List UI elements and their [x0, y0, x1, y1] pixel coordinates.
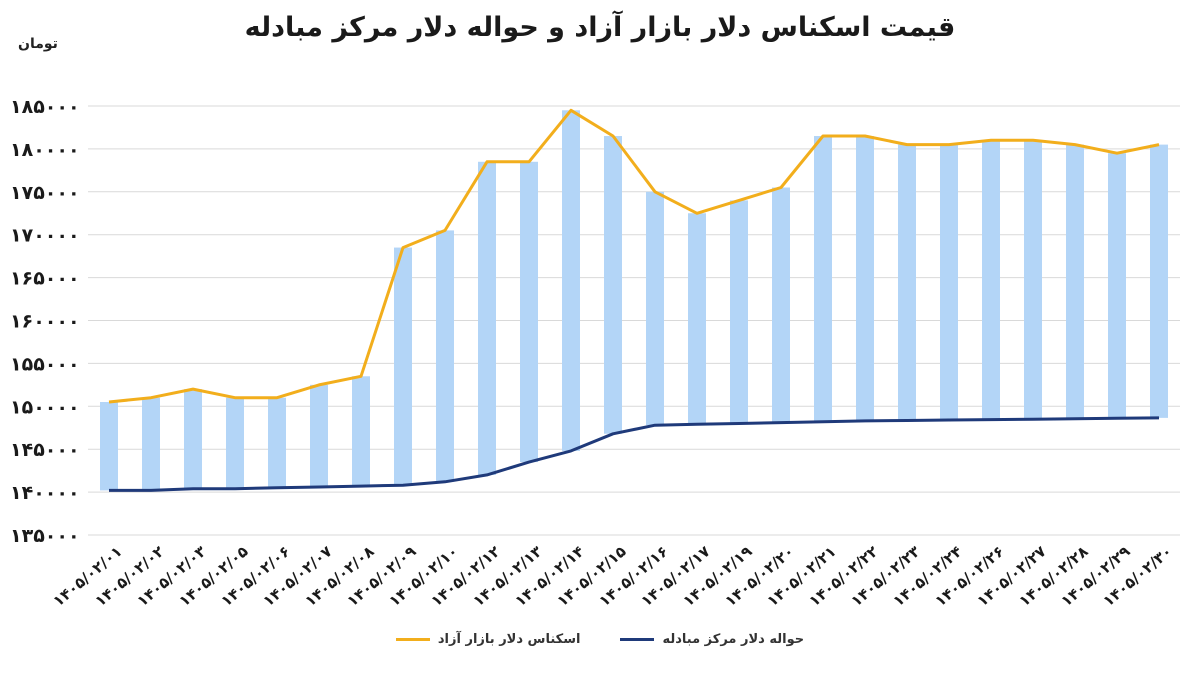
legend: اسکناس دلار بازار آزاد حواله دلار مرکز م… — [0, 632, 1200, 647]
bar — [646, 191, 664, 426]
y-tick-label: ۱۸۵۰۰۰ — [10, 96, 80, 118]
y-tick-label: ۱۶۵۰۰۰ — [10, 268, 80, 290]
y-tick-label: ۱۷۵۰۰۰ — [10, 182, 80, 204]
bar — [688, 213, 706, 425]
bar — [478, 161, 496, 475]
y-tick-label: ۱۷۰۰۰۰ — [10, 225, 80, 247]
bar — [604, 136, 622, 434]
bar — [100, 402, 118, 491]
bar — [184, 389, 202, 489]
y-tick-label: ۱۴۵۰۰۰ — [10, 439, 80, 461]
bar — [352, 376, 370, 487]
series-lines — [108, 108, 1160, 492]
bars — [100, 110, 1168, 491]
legend-item-exchange-center: حواله دلار مرکز مبادله — [620, 632, 804, 647]
series-line-free-market — [108, 108, 1160, 404]
legend-item-free-market: اسکناس دلار بازار آزاد — [395, 632, 581, 647]
bar — [562, 110, 580, 451]
bar — [814, 136, 832, 422]
y-tick-label: ۱۳۵۰۰۰ — [10, 525, 80, 547]
legend-swatch-exchange-center — [620, 638, 655, 641]
y-tick-label: ۱۶۰۰۰۰ — [10, 311, 80, 333]
y-tick-label: ۱۵۰۰۰۰ — [10, 396, 80, 418]
gridlines — [88, 105, 1180, 536]
y-tick-label: ۱۴۰۰۰۰ — [10, 482, 80, 504]
legend-label-free-market: اسکناس دلار بازار آزاد — [437, 632, 581, 647]
y-axis-ticks: ۱۳۵۰۰۰ ۱۴۰۰۰۰ ۱۴۵۰۰۰ ۱۵۰۰۰۰ ۱۵۵۰۰۰ ۱۶۰۰۰۰ ۱۶۵۰… — [10, 96, 80, 547]
bar — [394, 247, 412, 486]
bar — [1024, 140, 1042, 420]
bar — [520, 161, 538, 463]
legend-label-exchange-center: حواله دلار مرکز مبادله — [662, 632, 805, 647]
bar — [898, 144, 916, 421]
x-axis-ticks: ۱۴۰۵/۰۲/۰۱۱۴۰۵/۰۲/۰۲۱۴۰۵/۰۲/۰۳۱۴۰۵/۰۲/۰۵… — [49, 542, 1175, 610]
bar — [1066, 144, 1084, 419]
bar — [436, 230, 454, 482]
bar — [226, 397, 244, 489]
chart-title: قیمت اسکناس دلار بازار آزاد و حواله دلار… — [244, 12, 956, 43]
bar — [268, 397, 286, 488]
bar — [1150, 144, 1168, 418]
bar — [730, 200, 748, 424]
bar — [142, 397, 160, 491]
legend-swatch-free-market — [395, 638, 430, 641]
y-tick-label: ۱۸۰۰۰۰ — [10, 139, 80, 161]
y-unit-label: تومان — [18, 36, 58, 52]
bar — [982, 140, 1000, 420]
series-line-exchange-center — [109, 416, 1160, 492]
bar — [940, 144, 958, 421]
bar — [1108, 153, 1126, 419]
bar — [856, 136, 874, 421]
y-tick-label: ۱۵۵۰۰۰ — [10, 353, 80, 375]
bar — [310, 384, 328, 487]
bar — [772, 187, 790, 423]
